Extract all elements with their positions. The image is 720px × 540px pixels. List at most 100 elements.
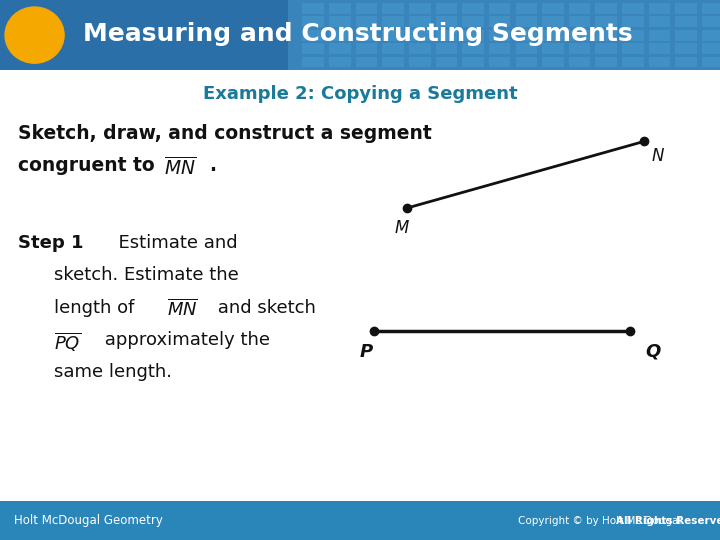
FancyBboxPatch shape — [569, 17, 590, 28]
FancyBboxPatch shape — [382, 30, 404, 40]
FancyBboxPatch shape — [302, 57, 324, 68]
FancyBboxPatch shape — [675, 57, 697, 68]
Text: $\overline{MN}$: $\overline{MN}$ — [164, 157, 197, 178]
FancyBboxPatch shape — [489, 30, 510, 40]
FancyBboxPatch shape — [702, 30, 720, 40]
FancyBboxPatch shape — [516, 17, 537, 28]
FancyBboxPatch shape — [595, 17, 617, 28]
FancyBboxPatch shape — [409, 43, 431, 54]
FancyBboxPatch shape — [622, 30, 644, 40]
FancyBboxPatch shape — [382, 3, 404, 14]
FancyBboxPatch shape — [409, 17, 431, 28]
FancyBboxPatch shape — [288, 0, 720, 70]
FancyBboxPatch shape — [0, 0, 720, 70]
Text: P: P — [359, 342, 372, 361]
Text: Example 2: Copying a Segment: Example 2: Copying a Segment — [203, 85, 517, 103]
FancyBboxPatch shape — [356, 17, 377, 28]
Text: $\overline{PQ}$: $\overline{PQ}$ — [54, 331, 81, 354]
Text: approximately the: approximately the — [99, 331, 269, 349]
FancyBboxPatch shape — [569, 43, 590, 54]
FancyBboxPatch shape — [595, 43, 617, 54]
FancyBboxPatch shape — [649, 30, 670, 40]
FancyBboxPatch shape — [516, 43, 537, 54]
FancyBboxPatch shape — [356, 30, 377, 40]
Text: M: M — [395, 219, 409, 237]
FancyBboxPatch shape — [436, 3, 457, 14]
FancyBboxPatch shape — [302, 30, 324, 40]
Text: Q: Q — [645, 342, 660, 361]
FancyBboxPatch shape — [329, 17, 351, 28]
FancyBboxPatch shape — [356, 43, 377, 54]
FancyBboxPatch shape — [649, 57, 670, 68]
Text: All Rights Reserved.: All Rights Reserved. — [616, 516, 720, 525]
FancyBboxPatch shape — [622, 43, 644, 54]
FancyBboxPatch shape — [542, 43, 564, 54]
Text: and sketch: and sketch — [212, 299, 315, 316]
Text: $\overline{MN}$: $\overline{MN}$ — [167, 299, 198, 319]
FancyBboxPatch shape — [542, 3, 564, 14]
FancyBboxPatch shape — [649, 17, 670, 28]
FancyBboxPatch shape — [675, 3, 697, 14]
FancyBboxPatch shape — [462, 17, 484, 28]
FancyBboxPatch shape — [356, 3, 377, 14]
FancyBboxPatch shape — [302, 43, 324, 54]
Text: Step 1: Step 1 — [18, 234, 84, 252]
FancyBboxPatch shape — [516, 57, 537, 68]
FancyBboxPatch shape — [595, 57, 617, 68]
FancyBboxPatch shape — [0, 501, 720, 540]
FancyBboxPatch shape — [329, 57, 351, 68]
FancyBboxPatch shape — [329, 43, 351, 54]
FancyBboxPatch shape — [675, 30, 697, 40]
Text: congruent to: congruent to — [18, 157, 161, 176]
FancyBboxPatch shape — [675, 43, 697, 54]
FancyBboxPatch shape — [569, 30, 590, 40]
FancyBboxPatch shape — [569, 3, 590, 14]
Text: Copyright © by Holt Mc Dougal.: Copyright © by Holt Mc Dougal. — [518, 516, 688, 525]
FancyBboxPatch shape — [436, 30, 457, 40]
Ellipse shape — [5, 7, 64, 63]
FancyBboxPatch shape — [462, 57, 484, 68]
FancyBboxPatch shape — [462, 30, 484, 40]
FancyBboxPatch shape — [329, 3, 351, 14]
Text: .: . — [209, 157, 216, 176]
Text: Measuring and Constructing Segments: Measuring and Constructing Segments — [83, 22, 632, 46]
Text: same length.: same length. — [54, 363, 172, 381]
FancyBboxPatch shape — [462, 43, 484, 54]
FancyBboxPatch shape — [329, 30, 351, 40]
FancyBboxPatch shape — [702, 43, 720, 54]
FancyBboxPatch shape — [622, 3, 644, 14]
FancyBboxPatch shape — [595, 3, 617, 14]
FancyBboxPatch shape — [702, 17, 720, 28]
FancyBboxPatch shape — [702, 3, 720, 14]
FancyBboxPatch shape — [675, 17, 697, 28]
FancyBboxPatch shape — [436, 57, 457, 68]
Text: Sketch, draw, and construct a segment: Sketch, draw, and construct a segment — [18, 124, 432, 143]
FancyBboxPatch shape — [382, 43, 404, 54]
FancyBboxPatch shape — [542, 57, 564, 68]
FancyBboxPatch shape — [489, 57, 510, 68]
FancyBboxPatch shape — [409, 3, 431, 14]
FancyBboxPatch shape — [436, 17, 457, 28]
FancyBboxPatch shape — [569, 57, 590, 68]
Text: Estimate and: Estimate and — [107, 234, 237, 252]
Text: Holt McDougal Geometry: Holt McDougal Geometry — [14, 514, 163, 527]
FancyBboxPatch shape — [702, 57, 720, 68]
FancyBboxPatch shape — [382, 17, 404, 28]
FancyBboxPatch shape — [595, 30, 617, 40]
Text: sketch. Estimate the: sketch. Estimate the — [54, 266, 239, 284]
FancyBboxPatch shape — [409, 30, 431, 40]
FancyBboxPatch shape — [489, 17, 510, 28]
FancyBboxPatch shape — [516, 3, 537, 14]
FancyBboxPatch shape — [302, 3, 324, 14]
FancyBboxPatch shape — [622, 57, 644, 68]
FancyBboxPatch shape — [489, 43, 510, 54]
FancyBboxPatch shape — [436, 43, 457, 54]
FancyBboxPatch shape — [302, 17, 324, 28]
FancyBboxPatch shape — [649, 3, 670, 14]
FancyBboxPatch shape — [622, 17, 644, 28]
FancyBboxPatch shape — [489, 3, 510, 14]
FancyBboxPatch shape — [516, 30, 537, 40]
FancyBboxPatch shape — [542, 30, 564, 40]
Text: length of: length of — [54, 299, 140, 316]
FancyBboxPatch shape — [649, 43, 670, 54]
